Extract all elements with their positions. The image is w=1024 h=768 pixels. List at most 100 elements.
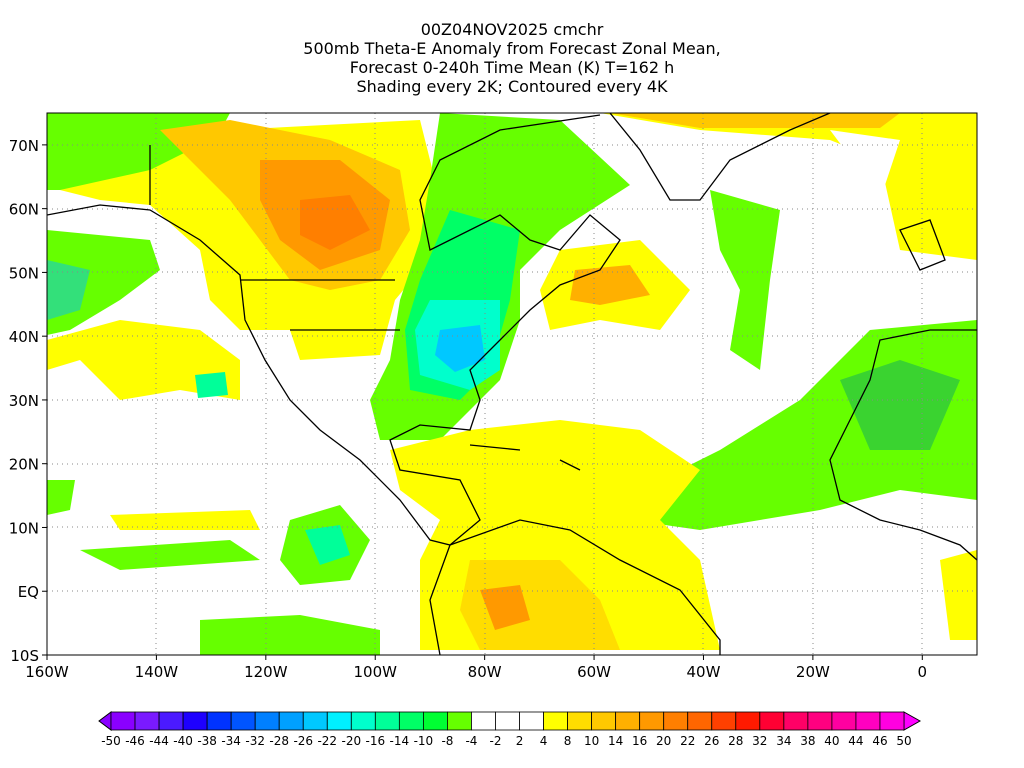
colorbar-swatch <box>495 711 520 731</box>
colorbar-swatch <box>855 711 881 731</box>
colorbar-label: -26 <box>293 734 313 748</box>
lon-tick-label: 120W <box>244 663 288 681</box>
anomaly-region <box>840 360 960 450</box>
colorbar-label: -46 <box>125 734 145 748</box>
title-period: Forecast 0-240h Time Mean (K) T=162 h <box>349 58 675 77</box>
colorbar-label: -50 <box>101 734 121 748</box>
colorbar-swatch <box>735 711 761 731</box>
colorbar-swatch <box>398 711 424 731</box>
anomaly-region <box>435 325 485 372</box>
colorbar-under-arrow <box>98 711 112 731</box>
colorbar-swatch <box>663 711 689 731</box>
colorbar-label: -34 <box>221 734 241 748</box>
anomaly-region <box>195 372 228 398</box>
anomaly-region <box>940 550 977 640</box>
anomaly-region <box>47 260 90 320</box>
colorbar-label: -40 <box>173 734 193 748</box>
colorbar-label: -8 <box>441 734 453 748</box>
colorbar-swatch <box>711 711 737 731</box>
longitude-axis: 160W 140W 120W 100W 80W 60W 40W 20W 0 <box>25 655 927 681</box>
colorbar-label: -32 <box>245 734 265 748</box>
colorbar-label: -22 <box>317 734 337 748</box>
lat-tick-label: 30N <box>9 392 39 410</box>
colorbar-over-arrow <box>903 711 922 731</box>
colorbar: -50 -46 -44 -40 -38 -34 -32 -28 -26 -22 -20 -16 -14-… <box>98 711 922 748</box>
lat-tick-label: 50N <box>9 264 39 282</box>
colorbar-swatch <box>687 711 713 731</box>
anomaly-region <box>570 265 650 305</box>
colorbar-swatch <box>543 711 568 731</box>
colorbar-label: 26 <box>704 734 719 748</box>
anomaly-region <box>110 510 260 530</box>
colorbar-swatch <box>182 711 208 731</box>
colorbar-swatch <box>831 711 857 731</box>
colorbar-label: -44 <box>149 734 169 748</box>
colorbar-swatch <box>759 711 785 731</box>
lat-tick-label: 20N <box>9 456 39 474</box>
colorbar-swatch <box>158 711 184 731</box>
lat-tick-label: 40N <box>9 328 39 346</box>
colorbar-swatch <box>639 711 665 731</box>
shading-layer <box>47 113 977 655</box>
colorbar-swatch <box>447 711 472 731</box>
colorbar-label: -4 <box>465 734 477 748</box>
colorbar-label: 2 <box>516 734 524 748</box>
grid-lines <box>47 113 977 655</box>
colorbar-swatch <box>350 711 376 731</box>
lon-tick-label: 40W <box>687 663 721 681</box>
colorbar-label: 32 <box>752 734 767 748</box>
anomaly-region <box>80 540 260 570</box>
latitude-axis: 70N 60N 50N 40N 30N 20N 10N EQ 10S <box>9 137 47 665</box>
lon-tick-label: 0 <box>918 663 928 681</box>
colorbar-label: -28 <box>269 734 289 748</box>
lon-tick-label: 60W <box>577 663 611 681</box>
colorbar-label: 14 <box>608 734 623 748</box>
colorbar-label: 46 <box>872 734 887 748</box>
colorbar-swatch <box>230 711 256 731</box>
colorbar-label: 8 <box>564 734 572 748</box>
colorbar-swatch <box>278 711 304 731</box>
lon-tick-label: 20W <box>796 663 830 681</box>
colorbar-swatch <box>879 711 905 731</box>
title-run: 00Z04NOV2025 cmchr <box>420 20 604 39</box>
colorbar-swatch <box>110 711 136 731</box>
lon-tick-label: 160W <box>25 663 69 681</box>
colorbar-swatch <box>519 711 544 731</box>
colorbar-label: 50 <box>896 734 911 748</box>
anomaly-region <box>610 113 900 128</box>
colorbar-label: 28 <box>728 734 743 748</box>
anomaly-region <box>305 525 350 565</box>
colorbar-swatch <box>471 711 496 731</box>
colorbar-swatch <box>783 711 809 731</box>
anomaly-region <box>480 585 530 630</box>
lon-tick-label: 140W <box>135 663 179 681</box>
colorbar-label: -20 <box>341 734 361 748</box>
colorbar-swatch <box>206 711 232 731</box>
colorbar-swatch <box>591 711 617 731</box>
colorbar-label: 4 <box>540 734 548 748</box>
colorbar-swatch <box>567 711 593 731</box>
anomaly-region <box>47 480 75 515</box>
lat-tick-label: EQ <box>18 583 39 601</box>
colorbar-label: -38 <box>197 734 217 748</box>
coastlines <box>47 113 977 655</box>
colorbar-label: 44 <box>848 734 863 748</box>
anomaly-region <box>47 320 240 400</box>
colorbar-label: 10 <box>584 734 599 748</box>
lon-tick-label: 80W <box>468 663 502 681</box>
colorbar-label: 34 <box>776 734 791 748</box>
anomaly-region <box>830 130 900 200</box>
colorbar-label: 16 <box>632 734 647 748</box>
colorbar-label: 22 <box>680 734 695 748</box>
lat-tick-label: 10S <box>10 647 39 665</box>
colorbar-label: 20 <box>656 734 671 748</box>
colorbar-label: -16 <box>366 734 386 748</box>
title-field: 500mb Theta-E Anomaly from Forecast Zona… <box>303 39 721 58</box>
lat-tick-label: 60N <box>9 201 39 219</box>
map-frame <box>46 112 978 656</box>
title-shading: Shading every 2K; Contoured every 4K <box>356 77 668 96</box>
anomaly-region <box>200 615 380 655</box>
lon-tick-label: 100W <box>354 663 398 681</box>
colorbar-label: -14 <box>390 734 410 748</box>
